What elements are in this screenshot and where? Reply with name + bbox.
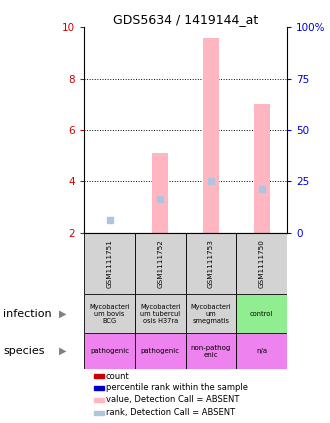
- Text: ▶: ▶: [59, 346, 66, 356]
- Text: infection: infection: [3, 308, 52, 319]
- Text: value, Detection Call = ABSENT: value, Detection Call = ABSENT: [106, 395, 239, 404]
- Text: Mycobacteri
um
smegmatis: Mycobacteri um smegmatis: [191, 304, 231, 324]
- Text: count: count: [106, 372, 129, 381]
- Bar: [236, 233, 287, 294]
- Bar: [236, 333, 287, 369]
- Bar: [152, 153, 168, 233]
- Text: control: control: [250, 310, 273, 316]
- Text: n/a: n/a: [256, 348, 267, 354]
- Bar: [185, 233, 236, 294]
- Bar: [185, 294, 236, 333]
- Bar: [203, 38, 219, 233]
- Bar: [84, 233, 135, 294]
- Title: GDS5634 / 1419144_at: GDS5634 / 1419144_at: [113, 14, 258, 26]
- Bar: [84, 333, 135, 369]
- Text: GSM1111751: GSM1111751: [107, 239, 113, 288]
- Bar: [94, 411, 104, 415]
- Bar: [94, 386, 104, 390]
- Bar: [135, 294, 186, 333]
- Bar: [135, 333, 186, 369]
- Text: pathogenic: pathogenic: [141, 348, 180, 354]
- Bar: [84, 294, 135, 333]
- Bar: [94, 398, 104, 402]
- Bar: [254, 104, 270, 233]
- Text: GSM1111753: GSM1111753: [208, 239, 214, 288]
- Bar: [236, 294, 287, 333]
- Text: GSM1111752: GSM1111752: [157, 239, 163, 288]
- Text: species: species: [3, 346, 45, 356]
- Bar: [185, 333, 236, 369]
- Text: non-pathog
enic: non-pathog enic: [191, 345, 231, 357]
- Text: percentile rank within the sample: percentile rank within the sample: [106, 383, 248, 392]
- Text: GSM1111750: GSM1111750: [259, 239, 265, 288]
- Text: ▶: ▶: [59, 308, 66, 319]
- Bar: [94, 374, 104, 378]
- Text: Mycobacteri
um bovis
BCG: Mycobacteri um bovis BCG: [89, 304, 130, 324]
- Text: rank, Detection Call = ABSENT: rank, Detection Call = ABSENT: [106, 408, 235, 417]
- Text: Mycobacteri
um tubercul
osis H37ra: Mycobacteri um tubercul osis H37ra: [140, 304, 181, 324]
- Text: pathogenic: pathogenic: [90, 348, 129, 354]
- Bar: [135, 233, 186, 294]
